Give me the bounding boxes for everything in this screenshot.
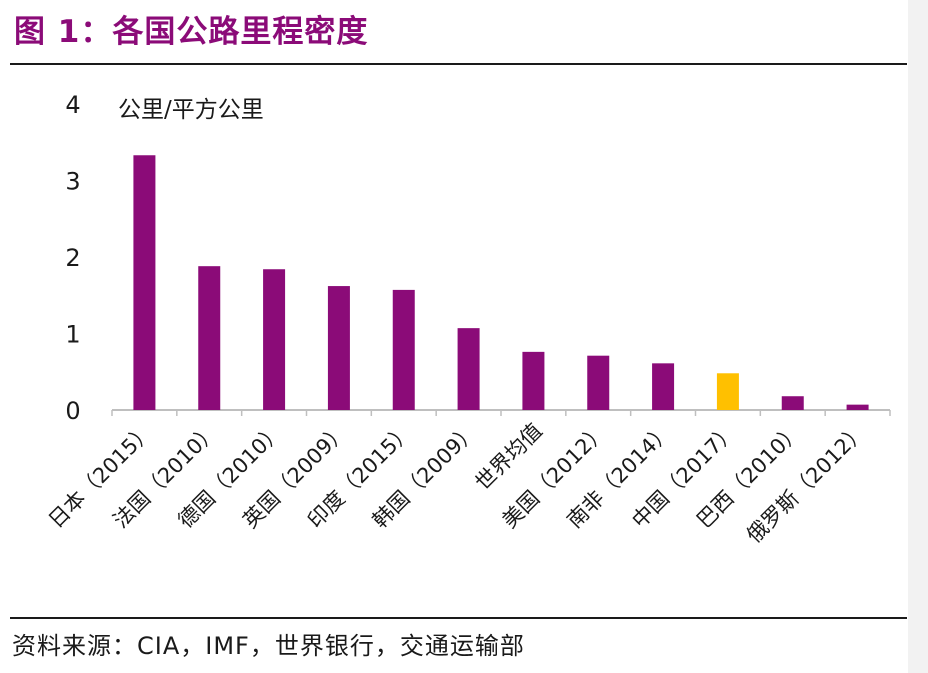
y-tick-label: 4 [65, 91, 80, 119]
bar [652, 363, 675, 410]
bar [587, 355, 610, 410]
bar [522, 351, 545, 410]
y-tick-label: 0 [65, 397, 80, 425]
y-tick-label: 3 [65, 168, 80, 196]
bar [846, 404, 869, 410]
bar [327, 286, 350, 410]
right-edge-strip [908, 0, 928, 673]
y-tick-label: 1 [65, 321, 80, 349]
bottom-rule [10, 617, 907, 619]
source-note: 资料来源：CIA，IMF，世界银行，交通运输部 [12, 632, 525, 660]
bar [457, 328, 480, 410]
y-axis-unit-label: 公里/平方公里 [118, 97, 264, 123]
bar [781, 396, 804, 410]
top-rule [10, 63, 907, 65]
figure-title: 图 1：各国公路里程密度 [14, 14, 369, 50]
y-tick-label: 2 [65, 244, 80, 272]
x-category-label: 俄罗斯（2012） [742, 419, 871, 548]
bar [263, 269, 286, 410]
bar [392, 289, 415, 410]
bar [716, 373, 739, 410]
bar [198, 266, 221, 410]
bar [133, 155, 156, 410]
